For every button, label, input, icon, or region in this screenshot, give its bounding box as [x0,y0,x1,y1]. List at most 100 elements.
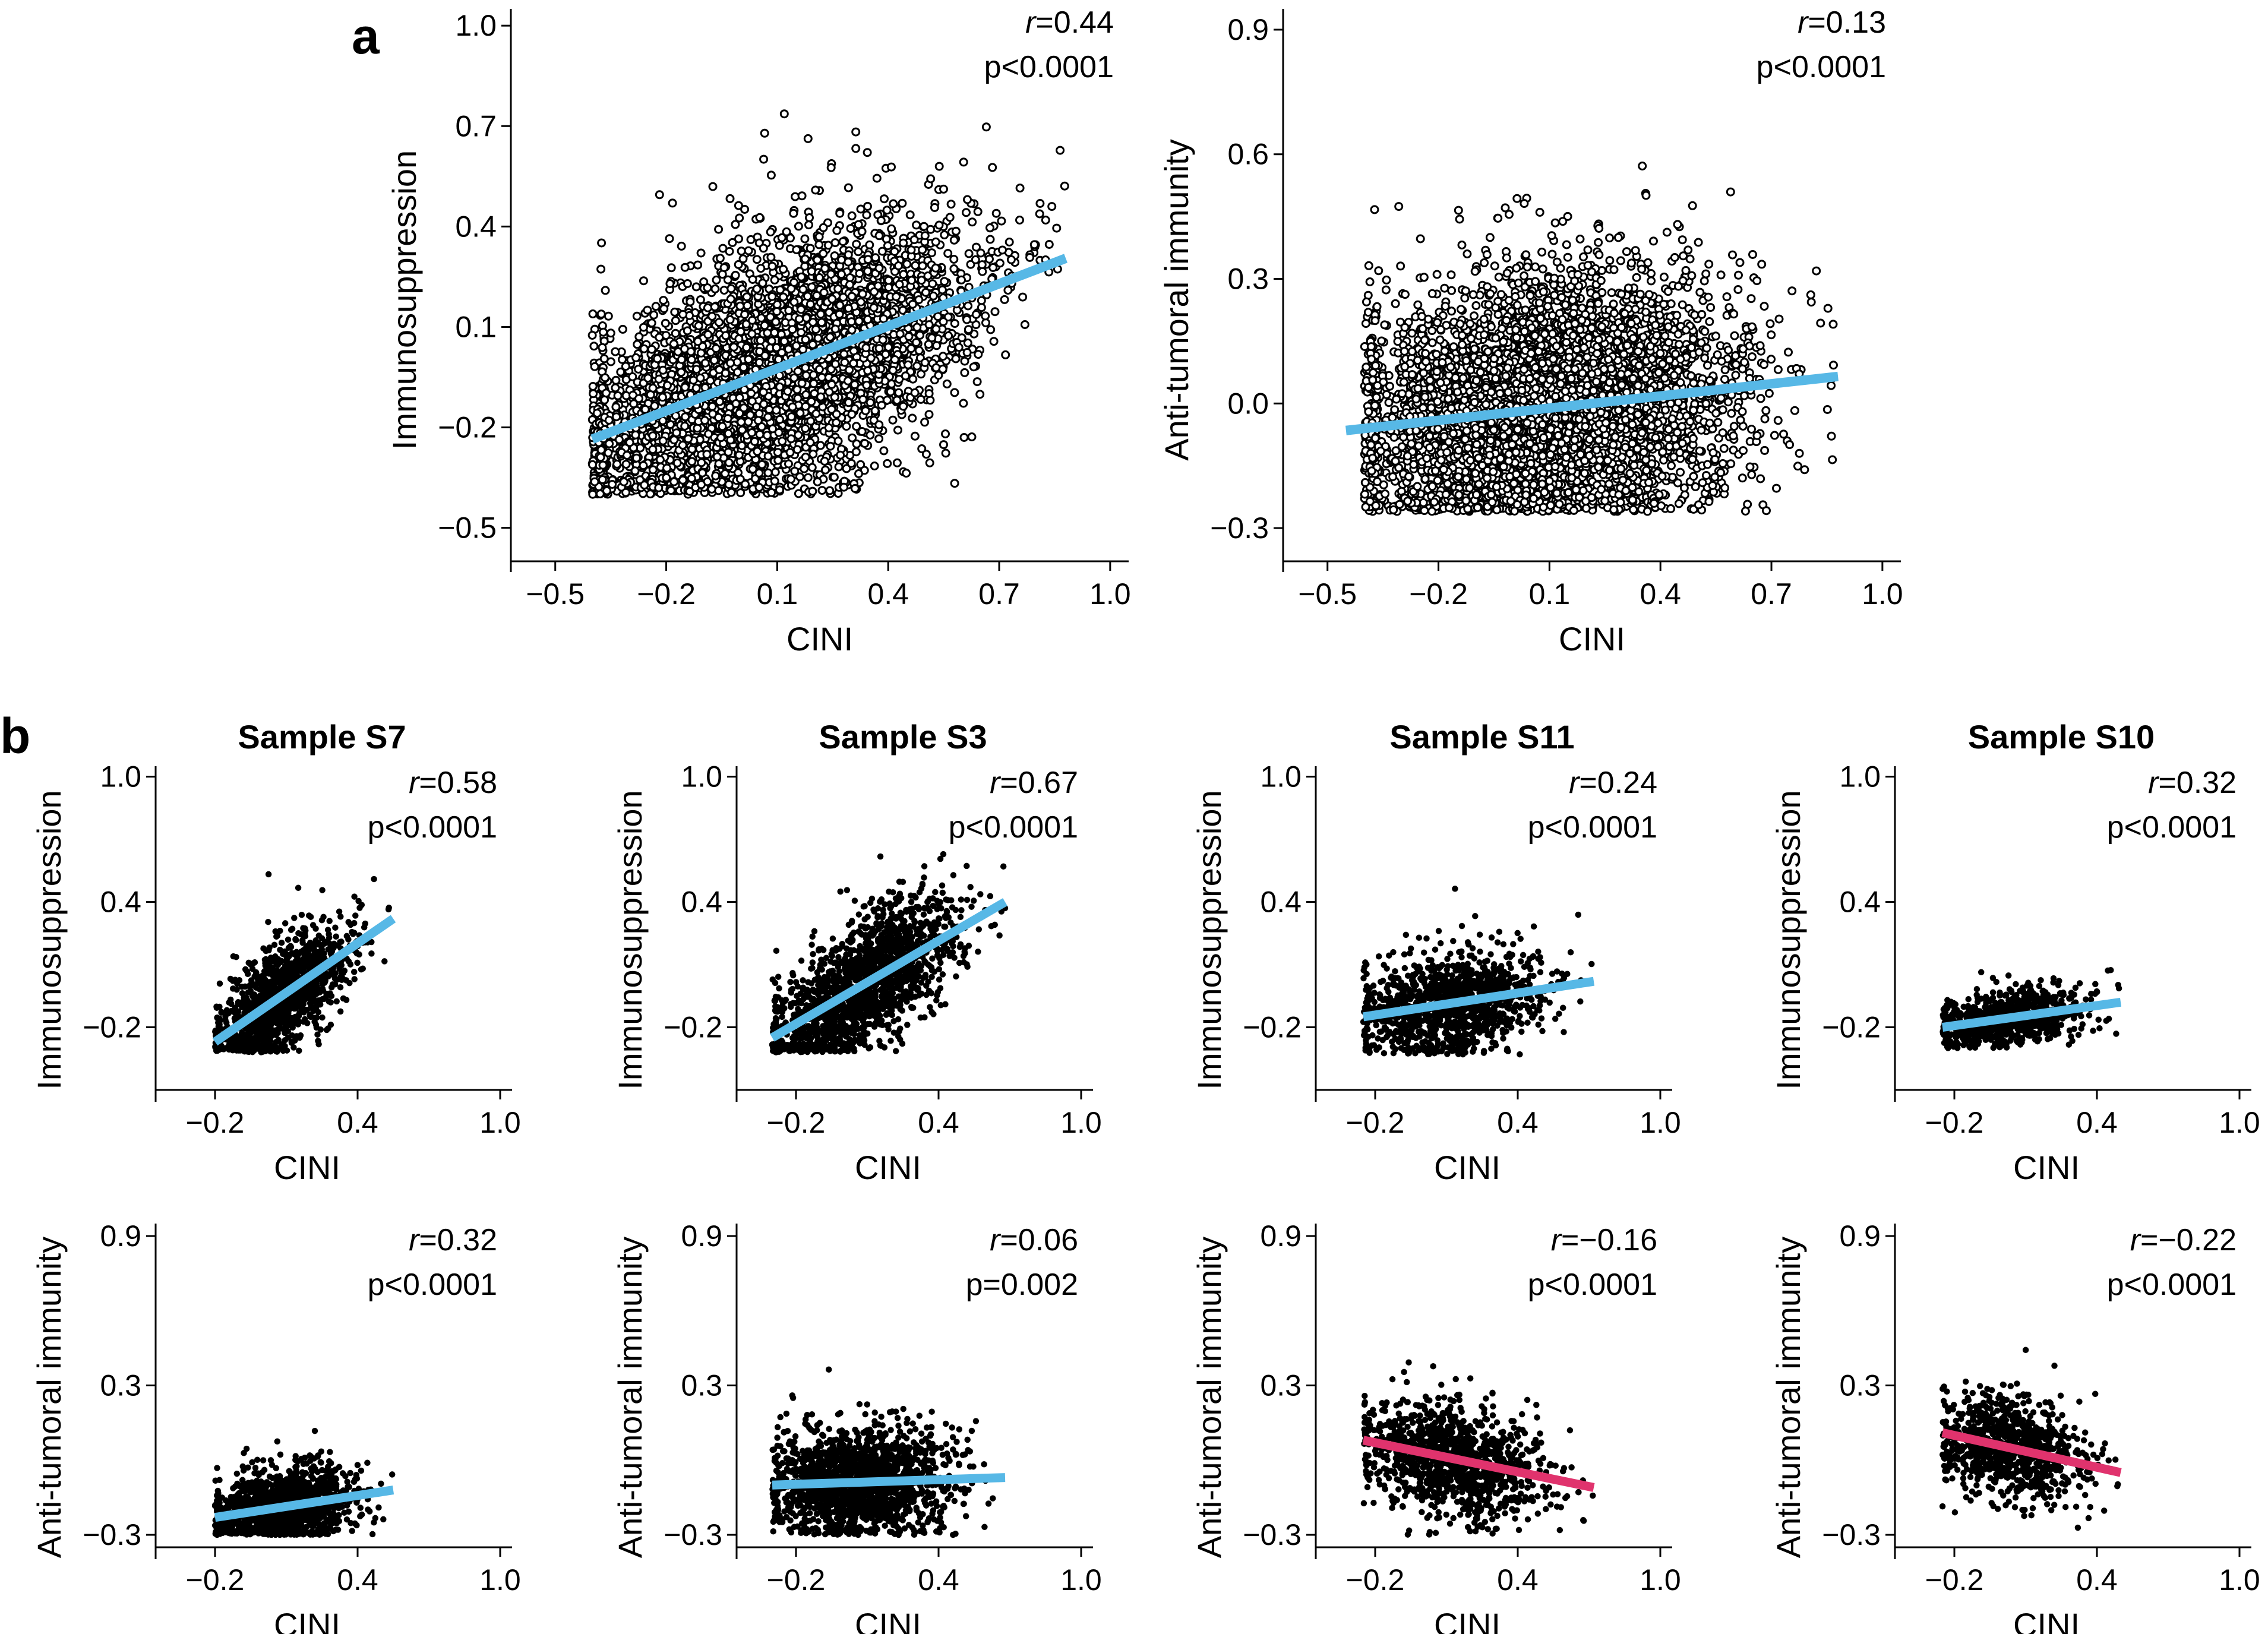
data-point [807,397,816,406]
data-point [665,234,674,244]
data-point [939,184,948,194]
data-point [735,475,745,484]
data-point [589,389,598,399]
data-point [950,388,959,397]
data-point [684,434,693,444]
data-point [724,429,733,438]
data-point [696,295,705,305]
data-point [688,375,698,385]
data-point [926,174,936,184]
data-point [754,358,764,367]
data-point [640,481,649,490]
data-point [750,437,759,446]
data-point [588,382,598,391]
data-point [736,488,746,498]
data-point [662,473,671,482]
data-point [878,335,887,345]
data-point [773,456,783,465]
data-point [889,199,898,208]
data-point [763,412,773,422]
data-point [964,249,974,258]
data-point [643,374,653,383]
data-point [960,356,969,366]
data-point [813,477,822,486]
data-point [921,287,930,297]
data-point [820,456,829,466]
data-point [648,445,658,454]
data-point [833,437,843,446]
data-point [628,372,637,381]
data-point [598,343,607,352]
data-point [754,483,764,492]
data-point [748,464,757,474]
data-point [830,251,839,261]
data-point [894,261,903,270]
data-point [806,438,815,447]
data-point [920,418,930,427]
data-point [920,231,930,241]
data-point [726,284,736,293]
data-point [758,279,767,288]
data-point [611,375,621,385]
data-point [869,303,879,312]
data-point [794,489,803,498]
data-point [724,480,734,489]
data-point [588,460,597,469]
data-point [814,273,824,282]
data-point [904,360,913,369]
data-point [788,402,797,412]
data-point [798,345,808,354]
data-point [760,128,769,138]
data-point [678,475,687,485]
data-point [835,208,845,218]
data-point [904,332,914,341]
data-point [863,201,872,211]
data-point [678,309,688,319]
data-point [658,365,668,375]
data-point [962,315,972,324]
data-point [811,409,821,418]
data-point [800,234,810,244]
data-point [587,331,597,340]
data-point [805,213,814,222]
data-point [767,261,777,271]
data-point [921,450,931,459]
data-point [892,458,902,467]
data-point [819,249,828,258]
data-point [846,224,855,233]
data-point [816,441,825,450]
data-point [703,330,713,339]
data-point [928,279,937,289]
data-point [753,416,763,425]
data-point [964,301,973,311]
data-point [801,453,810,462]
data-point [832,409,841,419]
data-point [763,328,772,338]
data-point [1060,181,1069,191]
data-point [768,424,778,434]
data-point [649,310,659,320]
data-point [833,284,843,293]
data-point [835,301,845,310]
data-point [807,282,817,292]
data-point [659,296,668,305]
data-point [998,245,1007,255]
data-point [852,239,861,249]
data-point [786,434,796,444]
data-point [844,183,853,192]
data-point [879,446,889,456]
data-point [747,388,756,398]
data-point [801,371,811,380]
data-point [599,354,609,364]
data-point [1056,146,1065,155]
data-point [837,255,846,264]
data-point [981,122,991,132]
data-point [811,325,820,334]
data-point [621,460,631,469]
data-point [866,353,876,363]
data-point [672,428,681,438]
data-point [882,206,892,215]
data-point [1052,223,1062,233]
data-point [819,288,829,297]
data-point [934,220,944,230]
